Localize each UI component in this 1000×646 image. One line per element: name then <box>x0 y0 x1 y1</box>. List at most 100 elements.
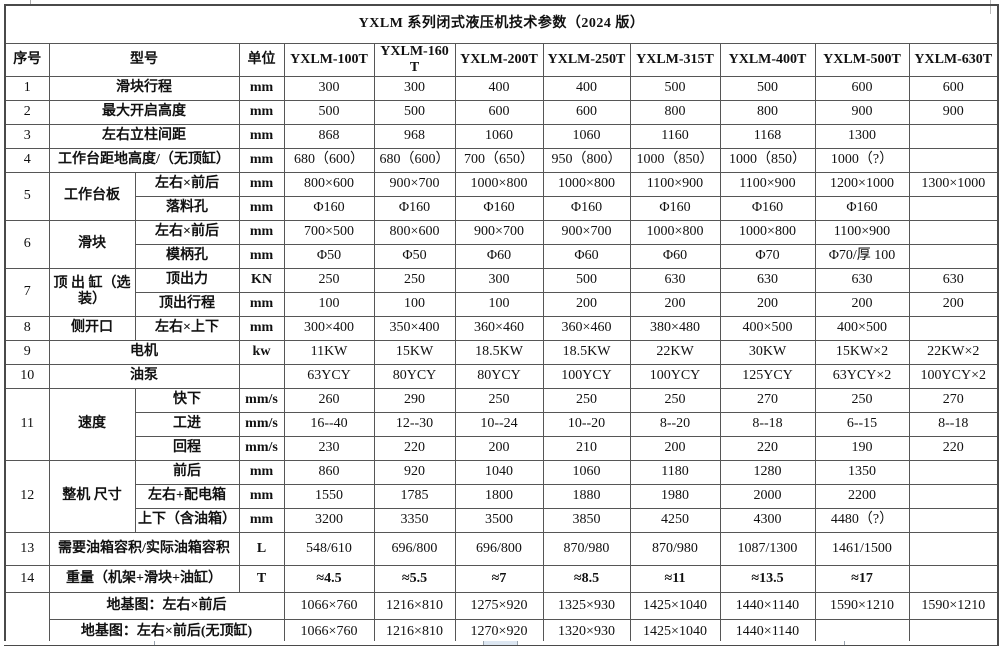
value-cell: 1350 <box>814 459 910 485</box>
table-row: 1 滑块行程 mm 300 300 400 400 500 500 600 600 <box>4 75 999 101</box>
unit-cell: mm <box>238 459 285 485</box>
table-row: 10 油泵 63YCY 80YCY 80YCY 100YCY 100YCY 125YCY 63Y… <box>4 363 999 389</box>
table-row: 上下（含油箱） mm 3200 3350 3500 3850 4250 4300 4480（?） <box>5 507 999 533</box>
value-cell: 1000×800 <box>719 219 816 245</box>
value-cell <box>908 195 999 221</box>
value-cell: 18.5KW <box>542 339 631 365</box>
row-label: 侧开口 <box>48 315 136 341</box>
value-cell: 548/610 <box>283 531 375 566</box>
title-row: YXLM 系列闭式液压机技术参数（2024 版） <box>4 4 999 44</box>
seq-cell: 5 <box>4 171 50 221</box>
value-cell: 870/980 <box>542 531 631 566</box>
value-cell: 500 <box>283 99 375 125</box>
row-label: 落料孔 <box>134 195 240 221</box>
value-cell: 100 <box>454 291 544 317</box>
seq-cell: 14 <box>4 564 50 593</box>
table-row: 5 工作台板 左右×前后 mm 800×600 900×700 1000×800 1000×8… <box>4 171 999 221</box>
table-row: 11 速度 快下 mm/s 260 290 250 250 250 270 250 270 <box>4 387 999 461</box>
unit-cell: mm <box>238 243 285 269</box>
value-cell: 12--30 <box>373 411 456 437</box>
unit-cell: mm/s <box>238 411 285 437</box>
sliver-gridline <box>154 641 235 645</box>
row-label: 回程 <box>134 435 240 461</box>
column-header: YXLM-630T <box>908 42 999 77</box>
value-cell: 300 <box>454 267 544 293</box>
value-cell: 100 <box>283 291 375 317</box>
unit-cell: mm <box>238 315 285 341</box>
value-cell: 1060 <box>454 123 544 149</box>
value-cell <box>908 219 999 245</box>
seq-cell: 13 <box>4 531 50 566</box>
value-cell: 100YCY <box>629 363 721 389</box>
table-row: 3 左右立柱间距 mm 868 968 1060 1060 1160 1168 1300 <box>4 123 999 149</box>
value-cell: 250 <box>814 387 910 413</box>
value-cell: Φ60 <box>454 243 544 269</box>
value-cell: 1880 <box>542 483 631 509</box>
value-cell: 630 <box>719 267 816 293</box>
value-cell: 290 <box>373 387 456 413</box>
unit-cell: T <box>238 564 285 593</box>
value-cell: 1100×900 <box>629 171 721 197</box>
value-cell: 1275×920 <box>454 591 544 620</box>
value-cell: 1087/1300 <box>719 531 816 566</box>
value-cell: 200 <box>629 291 721 317</box>
value-cell: 1300 <box>814 123 910 149</box>
unit-cell: mm <box>238 219 285 245</box>
value-cell: 1800 <box>454 483 544 509</box>
row-label: 工进 <box>134 411 240 437</box>
value-cell: ≈7 <box>454 564 544 593</box>
value-cell: 300 <box>373 75 456 101</box>
table-row: 顶出行程 mm 100 100 100 200 200 200 200 200 <box>5 291 999 317</box>
row-label: 工作台板 <box>48 171 136 221</box>
unit-cell: mm/s <box>238 387 285 413</box>
value-cell: 380×480 <box>629 315 721 341</box>
value-cell <box>908 531 999 566</box>
value-cell: 800 <box>629 99 721 125</box>
value-cell <box>908 123 999 149</box>
value-cell: 630 <box>814 267 910 293</box>
value-cell <box>908 564 999 593</box>
unit-cell <box>238 363 285 389</box>
value-cell: 250 <box>542 387 631 413</box>
seq-cell: 12 <box>4 459 50 533</box>
table-row: 左右+配电箱 mm 1550 1785 1800 1880 1980 2000 2200 <box>5 483 999 509</box>
seq-cell: 9 <box>4 339 50 365</box>
seq-cell: 2 <box>4 99 50 125</box>
row-label: 整机 尺寸 <box>48 459 136 533</box>
value-cell: 1590×1210 <box>908 591 999 620</box>
value-cell: 630 <box>629 267 721 293</box>
unit-cell: mm <box>238 507 285 533</box>
value-cell: 80YCY <box>454 363 544 389</box>
column-header: 单位 <box>238 42 285 77</box>
spec-sheet: YXLM 系列闭式液压机技术参数（2024 版） 序号 型号 单位 YXLM-100T… <box>4 4 1000 646</box>
value-cell: 920 <box>373 459 456 485</box>
value-cell: 200 <box>629 435 721 461</box>
selected-cell-highlight[interactable] <box>483 641 518 645</box>
value-cell: 210 <box>542 435 631 461</box>
column-header: YXLM-315T <box>629 42 721 77</box>
value-cell: 696/800 <box>454 531 544 566</box>
value-cell: 1980 <box>629 483 721 509</box>
header-row: 序号 型号 单位 YXLM-100T YXLM-160T YXLM-200T YXLM-25… <box>4 42 999 77</box>
value-cell: 1180 <box>629 459 721 485</box>
table-row: 6 滑块 左右×前后 mm 700×500 800×600 900×700 900×700 10… <box>4 219 999 269</box>
sliver-gridline <box>844 641 905 645</box>
unit-cell: mm <box>238 123 285 149</box>
column-header: 型号 <box>48 42 240 77</box>
value-cell: ≈17 <box>814 564 910 593</box>
row-label: 滑块行程 <box>48 75 240 101</box>
value-cell: 1440×1140 <box>719 591 816 620</box>
row-label: 最大开启高度 <box>48 99 240 125</box>
table-row: 13 需要油箱容积/实际油箱容积 L 548/610 696/800 696/800 870… <box>4 531 999 566</box>
value-cell: 1000（?） <box>814 147 910 173</box>
value-cell <box>908 459 999 485</box>
value-cell: 860 <box>283 459 375 485</box>
value-cell: 1060 <box>542 123 631 149</box>
value-cell: 1000（850） <box>629 147 721 173</box>
value-cell: 868 <box>283 123 375 149</box>
row-label: 电机 <box>48 339 240 365</box>
column-header: YXLM-500T <box>814 42 910 77</box>
value-cell: 900 <box>814 99 910 125</box>
value-cell: 3500 <box>454 507 544 533</box>
row-label: 滑块 <box>48 219 136 269</box>
